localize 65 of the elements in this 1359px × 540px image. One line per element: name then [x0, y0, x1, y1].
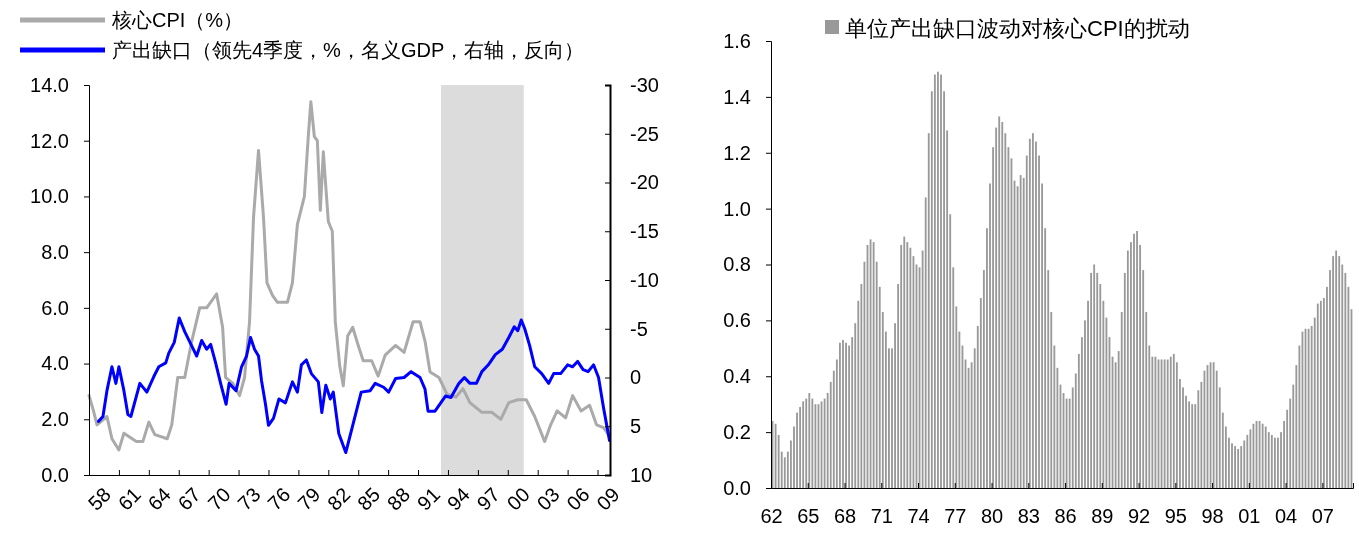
y2-tick-label: 5: [630, 415, 642, 438]
y-tick-label: 1.4: [723, 85, 751, 108]
y-tick-label: 14.0: [30, 73, 69, 96]
y2-tick-label: -10: [630, 268, 659, 291]
y-tick-label: 4.0: [41, 352, 69, 375]
y2-tick-label: -30: [630, 73, 659, 96]
x-tick-label: 98: [1201, 505, 1224, 527]
y2-tick-label: 10: [630, 463, 653, 486]
x-tick-label: 97: [472, 483, 504, 515]
y2-tick-label: -20: [630, 171, 659, 194]
x-tick-label: 71: [870, 505, 893, 527]
x-tick-label: 58: [83, 483, 116, 515]
x-tick-label: 07: [1311, 505, 1334, 527]
x-tick-label: 91: [412, 483, 445, 515]
x-tick-label: 62: [760, 505, 783, 527]
y-tick-label: 0.4: [723, 365, 751, 388]
x-tick-label: 67: [173, 483, 205, 515]
x-tick-label: 83: [1017, 505, 1040, 527]
y-tick-label: 0.6: [723, 309, 751, 332]
x-tick-label: 95: [1164, 505, 1187, 527]
y-tick-label: 0.8: [723, 253, 751, 276]
y-tick-label: 0.2: [723, 421, 751, 444]
y-tick-label: 10.0: [30, 185, 69, 208]
x-tick-label: 85: [352, 483, 385, 515]
x-tick-label: 64: [143, 483, 175, 515]
y2-tick-label: 0: [630, 366, 642, 389]
y-tick-label: 1.6: [723, 29, 751, 52]
y-tick-label: 2.0: [41, 408, 69, 431]
x-tick-label: 09: [592, 483, 624, 515]
x-tick-label: 86: [1054, 505, 1077, 527]
x-tick-label: 65: [797, 505, 820, 527]
legend-label: 产出缺口（领先4季度，%，名义GDP，右轴，反向）: [112, 39, 585, 61]
x-tick-label: 77: [944, 505, 967, 527]
y-tick-label: 0.0: [723, 476, 751, 499]
x-tick-label: 70: [203, 483, 235, 515]
x-tick-label: 73: [233, 483, 265, 515]
x-tick-label: 92: [1127, 505, 1151, 527]
x-tick-label: 03: [532, 483, 564, 515]
x-tick-label: 01: [1238, 505, 1261, 527]
x-tick-label: 00: [502, 483, 534, 515]
y-tick-label: 1.2: [723, 141, 751, 164]
x-tick-label: 79: [293, 483, 325, 515]
line-series: [96, 316, 611, 455]
y2-tick-label: -5: [630, 317, 648, 340]
y2-tick-label: -15: [630, 220, 659, 243]
x-tick-label: 88: [382, 483, 415, 515]
x-tick-label: 68: [833, 505, 857, 527]
y-tick-label: 0.0: [41, 463, 69, 486]
x-tick-label: 74: [907, 505, 930, 527]
y-tick-label: 8.0: [41, 241, 69, 264]
y-tick-label: 6.0: [41, 296, 69, 319]
x-tick-label: 61: [113, 483, 145, 515]
line-series: [87, 100, 610, 452]
x-tick-label: 89: [1091, 505, 1114, 527]
legend-label: 单位产出缺口波动对核心CPI的扰动: [845, 15, 1190, 41]
y2-tick-label: -25: [630, 122, 659, 145]
x-tick-label: 04: [1274, 505, 1298, 527]
x-tick-label: 82: [323, 483, 355, 515]
y-tick-label: 12.0: [30, 129, 69, 152]
x-tick-label: 80: [980, 505, 1004, 527]
y-tick-label: 1.0: [723, 197, 751, 220]
x-tick-label: 94: [442, 483, 475, 515]
x-tick-label: 06: [562, 483, 594, 515]
x-tick-label: 76: [263, 483, 295, 515]
legend-label: 核心CPI（%）: [111, 9, 244, 31]
